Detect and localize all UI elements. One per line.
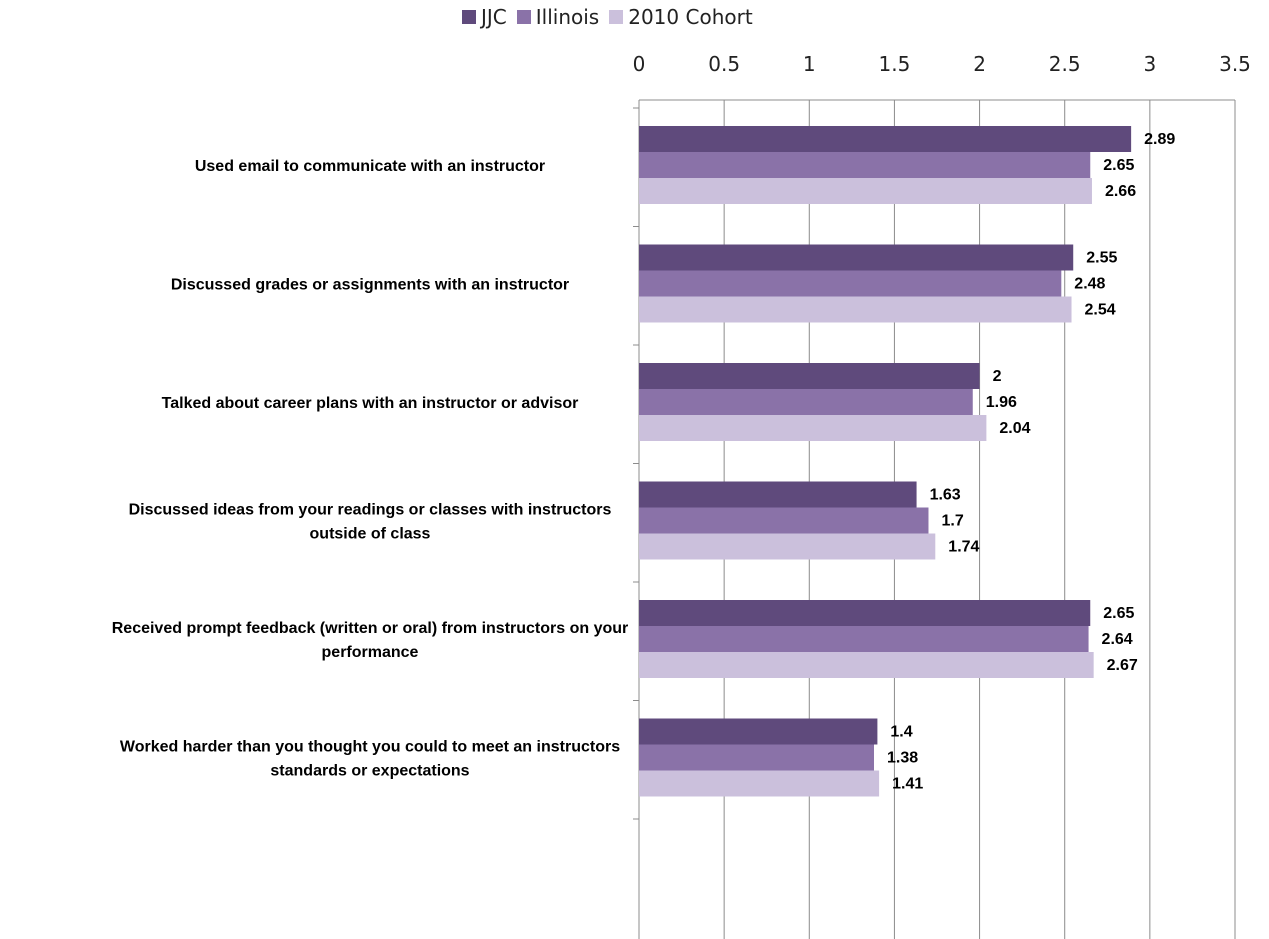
data-label: 2.67: [1107, 657, 1138, 674]
data-label: 1.41: [892, 776, 923, 793]
bar-illinois: [639, 270, 1062, 297]
category-label: Received prompt feedback (written or ora…: [112, 620, 629, 637]
bar-illinois: [639, 507, 929, 534]
data-label: 2.54: [1085, 302, 1116, 319]
bar-jjc: [639, 718, 878, 745]
x-tick-label: 1: [803, 52, 816, 76]
bar-illinois: [639, 389, 973, 415]
chart-legend: JJC Illinois 2010 Cohort: [462, 4, 763, 30]
x-tick-label: 0.5: [708, 52, 740, 76]
bar-2010-cohort: [639, 178, 1092, 204]
x-tick-label: 3.5: [1219, 52, 1251, 76]
legend-label: JJC: [481, 5, 507, 29]
data-label: 1.38: [887, 750, 918, 767]
category-label: Talked about career plans with an instru…: [162, 395, 579, 412]
bar-illinois: [639, 152, 1091, 178]
legend-swatch: [462, 10, 476, 24]
x-tick-label: 1.5: [879, 52, 911, 76]
data-label: 2.89: [1144, 131, 1175, 148]
data-label: 1.63: [930, 487, 961, 504]
bar-illinois: [639, 626, 1089, 652]
x-tick-label: 0: [633, 52, 646, 76]
legend-item: JJC: [462, 5, 507, 29]
data-label: 2.65: [1103, 605, 1134, 622]
data-label: 2.66: [1105, 183, 1136, 200]
data-label: 2.64: [1102, 631, 1133, 648]
bar-jjc: [639, 481, 917, 508]
category-label: standards or expectations: [270, 763, 469, 780]
category-label: Discussed grades or assignments with an …: [171, 277, 569, 294]
legend-label: Illinois: [535, 5, 600, 29]
category-label: Discussed ideas from your readings or cl…: [129, 502, 612, 519]
category-label: performance: [322, 644, 419, 661]
bar-2010-cohort: [639, 652, 1094, 678]
category-label: outside of class: [310, 526, 431, 543]
category-label: Used email to communicate with an instru…: [195, 158, 545, 175]
data-label: 1.74: [948, 539, 979, 556]
bar-2010-cohort: [639, 770, 880, 797]
data-label: 2: [993, 368, 1002, 385]
bar-jjc: [639, 244, 1074, 271]
data-label: 2.55: [1086, 250, 1117, 267]
data-label: 1.96: [986, 394, 1017, 411]
bar-illinois: [639, 744, 874, 771]
x-tick-label: 3: [1143, 52, 1156, 76]
legend-item: 2010 Cohort: [609, 5, 753, 29]
legend-swatch: [516, 10, 531, 24]
bar-jjc: [639, 363, 980, 389]
data-label: 2.65: [1103, 157, 1134, 174]
bar-jjc: [639, 600, 1091, 626]
x-tick-label: 2.5: [1049, 52, 1081, 76]
bar-2010-cohort: [639, 533, 936, 560]
data-label: 1.7: [941, 513, 963, 530]
data-label: 2.04: [999, 420, 1030, 437]
bar-2010-cohort: [639, 296, 1072, 323]
legend-item: Illinois: [516, 5, 600, 29]
x-tick-label: 2: [973, 52, 986, 76]
bar-2010-cohort: [639, 415, 987, 441]
category-label: Worked harder than you thought you could…: [120, 739, 620, 756]
bar-jjc: [639, 126, 1132, 152]
legend-label: 2010 Cohort: [628, 5, 753, 29]
data-label: 1.4: [890, 724, 912, 741]
legend-swatch: [609, 10, 624, 24]
data-label: 2.48: [1074, 276, 1105, 293]
